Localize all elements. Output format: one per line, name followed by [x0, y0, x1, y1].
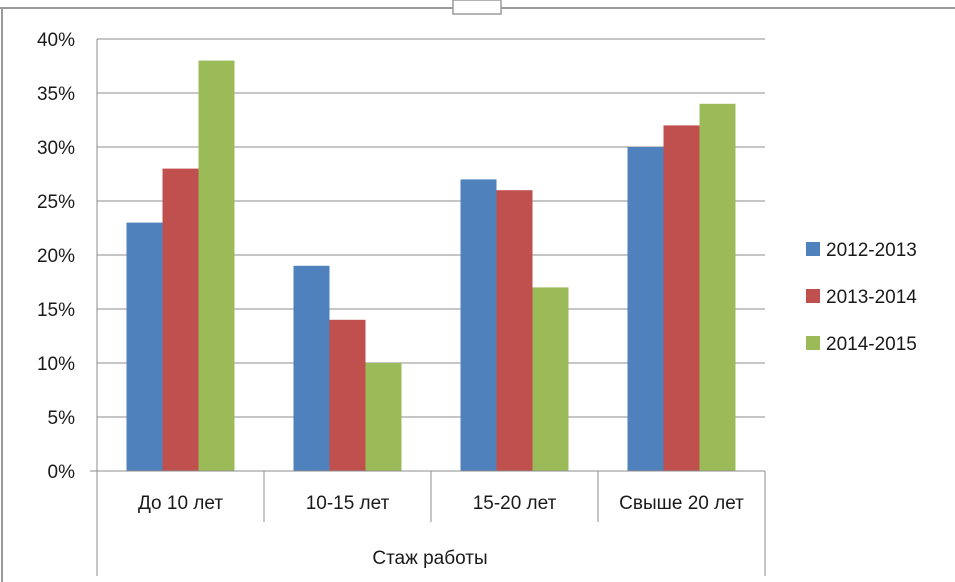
legend-swatch	[806, 242, 820, 256]
x-tick-label: До 10 лет	[138, 493, 223, 514]
x-axis-tick-labels: До 10 лет 10-15 лет 15-20 лет Свыше 20 лет	[138, 493, 744, 514]
y-tick-label: 0%	[48, 462, 76, 483]
bar-1-1	[126, 222, 163, 471]
bar-1-4	[627, 147, 664, 471]
y-tick-label: 35%	[37, 84, 75, 105]
legend-label: 2014-2015	[826, 334, 917, 355]
bar-2-1	[162, 168, 199, 471]
bar-1-3	[460, 179, 497, 471]
bars	[126, 60, 736, 472]
legend: 2012-2013 2013-2014 2014-2015	[806, 240, 917, 355]
bar-2-3	[496, 190, 533, 471]
y-tick-label: 15%	[37, 300, 75, 321]
y-tick-label: 30%	[37, 138, 75, 159]
x-axis-title: Стаж работы	[372, 548, 487, 569]
bar-3-4	[699, 103, 736, 472]
bar-3-3	[532, 287, 569, 471]
axis-lines	[90, 39, 766, 576]
bar-3-1	[198, 60, 235, 471]
bar-2-2	[329, 319, 366, 471]
bar-1-2	[293, 265, 330, 471]
y-axis-tick-labels: 0% 5% 10% 15% 20% 25% 30% 35% 40%	[37, 30, 75, 483]
x-tick-label: 15-20 лет	[473, 493, 557, 514]
y-tick-label: 20%	[37, 246, 75, 267]
x-tick-label: Свыше 20 лет	[619, 493, 744, 514]
legend-swatch	[806, 289, 820, 303]
y-tick-label: 40%	[37, 30, 75, 51]
bar-2-4	[663, 125, 700, 472]
legend-label: 2012-2013	[826, 240, 917, 261]
window-tab	[452, 0, 502, 15]
y-tick-label: 10%	[37, 354, 75, 375]
bar-3-2	[365, 363, 402, 471]
legend-label: 2013-2014	[826, 287, 917, 308]
y-tick-label: 25%	[37, 192, 75, 213]
legend-swatch	[806, 336, 820, 350]
x-tick-label: 10-15 лет	[306, 493, 390, 514]
y-tick-label: 5%	[48, 408, 76, 429]
